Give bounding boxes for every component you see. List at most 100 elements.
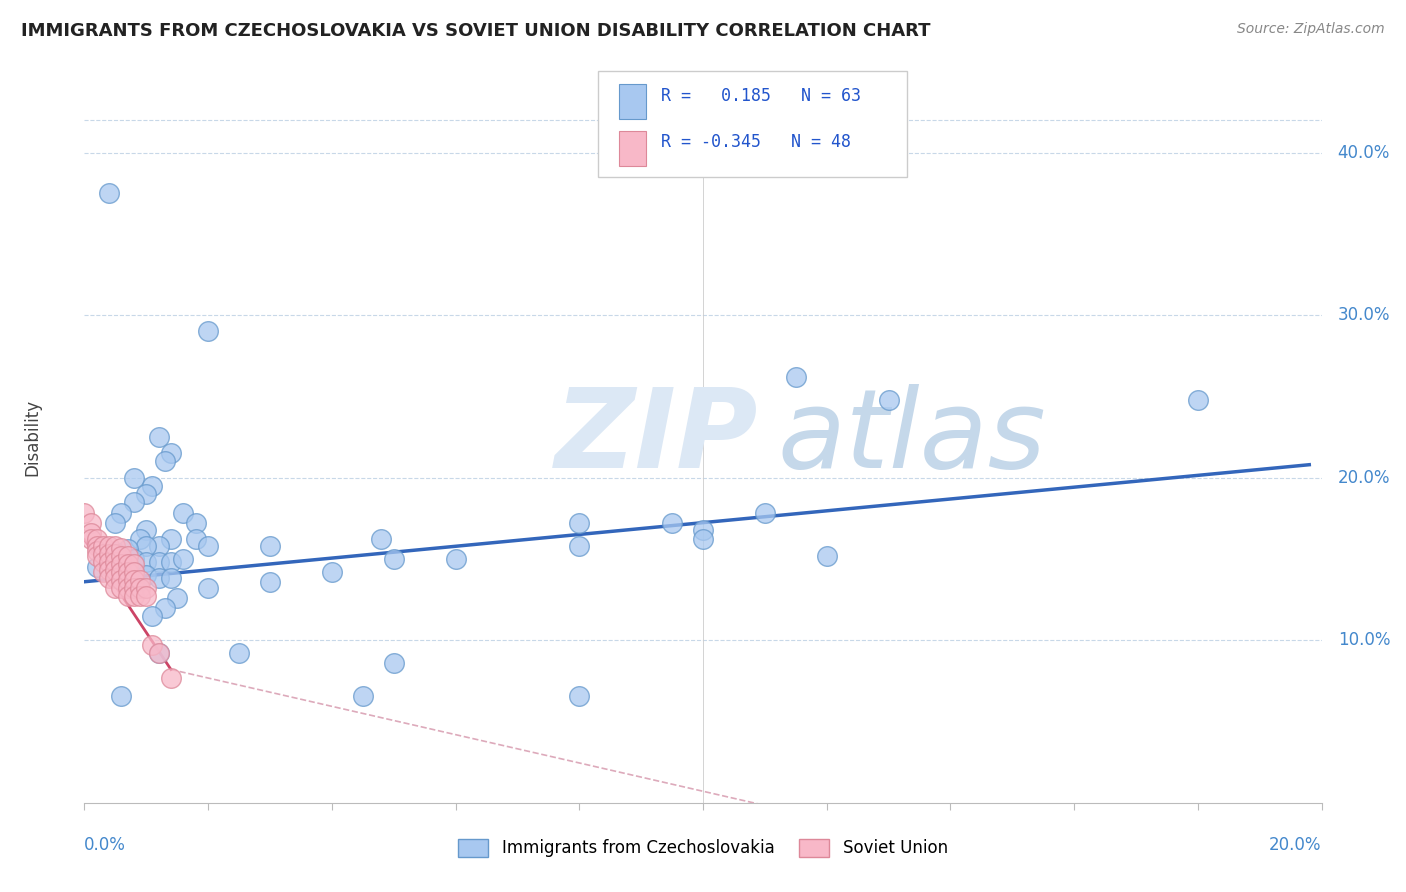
Text: 30.0%: 30.0% <box>1337 306 1391 324</box>
FancyBboxPatch shape <box>598 71 907 178</box>
Point <box>135 539 157 553</box>
Point <box>135 487 157 501</box>
Point <box>160 446 183 460</box>
Point <box>73 507 96 521</box>
Point <box>148 555 170 569</box>
Point <box>122 565 145 579</box>
Point <box>135 555 157 569</box>
Point <box>110 552 132 566</box>
Point <box>86 539 108 553</box>
Point <box>197 539 219 553</box>
Point <box>86 544 108 558</box>
Point <box>259 574 281 589</box>
Point <box>98 547 121 561</box>
Point <box>117 581 139 595</box>
Text: 20.0%: 20.0% <box>1337 468 1391 487</box>
Point <box>122 552 145 566</box>
Point <box>110 573 132 587</box>
Point <box>568 516 591 531</box>
Point <box>129 581 152 595</box>
Point <box>148 539 170 553</box>
Point <box>692 533 714 547</box>
Point <box>148 646 170 660</box>
Point <box>135 568 157 582</box>
Point <box>160 671 183 685</box>
Point <box>444 552 467 566</box>
Point <box>122 557 145 571</box>
Point <box>153 454 176 468</box>
Point <box>98 552 121 566</box>
Point <box>815 549 838 563</box>
Point <box>197 325 219 339</box>
Text: R =   0.185   N = 63: R = 0.185 N = 63 <box>661 87 860 104</box>
Point <box>117 565 139 579</box>
Point <box>153 600 176 615</box>
Point <box>122 495 145 509</box>
Point <box>98 572 121 586</box>
Point <box>104 572 127 586</box>
Text: 20.0%: 20.0% <box>1270 836 1322 854</box>
Text: atlas: atlas <box>778 384 1046 491</box>
Point <box>135 581 157 595</box>
Point <box>104 539 127 553</box>
Point <box>117 590 139 604</box>
Point <box>110 581 132 595</box>
Point <box>104 547 127 561</box>
Point <box>79 516 101 531</box>
Point <box>110 541 132 555</box>
Point <box>98 563 121 577</box>
Point <box>122 471 145 485</box>
Point <box>172 507 194 521</box>
Point <box>122 573 145 587</box>
Text: ZIP: ZIP <box>554 384 758 491</box>
Point <box>382 656 405 670</box>
Point <box>148 430 170 444</box>
Point <box>86 549 108 563</box>
Text: R = -0.345   N = 48: R = -0.345 N = 48 <box>661 133 851 151</box>
Point <box>877 392 900 407</box>
Point <box>117 557 139 571</box>
Point <box>91 555 114 569</box>
Text: IMMIGRANTS FROM CZECHOSLOVAKIA VS SOVIET UNION DISABILITY CORRELATION CHART: IMMIGRANTS FROM CZECHOSLOVAKIA VS SOVIET… <box>21 22 931 40</box>
Point <box>122 565 145 579</box>
Point <box>228 646 250 660</box>
Point <box>141 638 163 652</box>
Point <box>160 572 183 586</box>
Point <box>568 539 591 553</box>
Point <box>86 533 108 547</box>
Legend: Immigrants from Czechoslovakia, Soviet Union: Immigrants from Czechoslovakia, Soviet U… <box>451 832 955 864</box>
Point <box>160 555 183 569</box>
Point <box>754 507 776 521</box>
Point <box>110 689 132 703</box>
Point <box>104 563 127 577</box>
Point <box>129 533 152 547</box>
Point <box>172 552 194 566</box>
Point <box>117 573 139 587</box>
FancyBboxPatch shape <box>619 131 647 166</box>
Point <box>110 557 132 571</box>
Point <box>184 533 207 547</box>
Point <box>86 560 108 574</box>
Point <box>91 547 114 561</box>
Point <box>91 565 114 579</box>
Point <box>166 591 188 605</box>
Text: Disability: Disability <box>24 399 41 475</box>
Point <box>110 549 132 563</box>
Text: Source: ZipAtlas.com: Source: ZipAtlas.com <box>1237 22 1385 37</box>
Point <box>98 186 121 201</box>
Text: 10.0%: 10.0% <box>1337 632 1391 649</box>
Point <box>110 507 132 521</box>
Point <box>129 590 152 604</box>
Point <box>148 572 170 586</box>
Point <box>785 370 807 384</box>
Point <box>184 516 207 531</box>
Point <box>661 516 683 531</box>
Point <box>568 689 591 703</box>
Point <box>104 555 127 569</box>
Point <box>122 590 145 604</box>
Point <box>382 552 405 566</box>
Point <box>79 533 101 547</box>
Point <box>160 533 183 547</box>
Point <box>98 555 121 569</box>
Text: 40.0%: 40.0% <box>1337 144 1391 161</box>
